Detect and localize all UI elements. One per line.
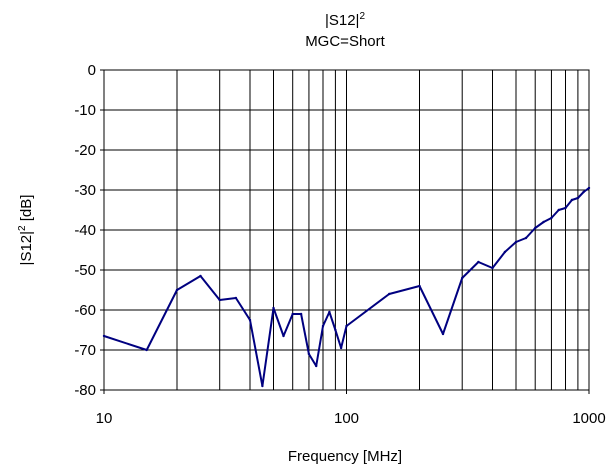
data-point (564, 206, 567, 210)
data-point (282, 334, 285, 338)
data-point (175, 288, 179, 292)
data-point (328, 310, 331, 314)
data-point (339, 346, 343, 350)
y-tick-label: -60 (74, 302, 96, 319)
data-point (524, 236, 528, 240)
x-axis-label: Frequency [MHz] (288, 448, 402, 465)
data-point (307, 352, 311, 356)
data-point (145, 348, 148, 352)
series-group (102, 186, 591, 388)
data-point (299, 312, 303, 316)
chart-subtitle: MGC=Short (305, 33, 385, 50)
x-axis-ticks: 10 100 1000 (96, 390, 606, 427)
data-point (441, 332, 445, 336)
data-point (199, 274, 202, 278)
y-tick-label: 0 (88, 62, 96, 79)
data-point (587, 186, 591, 190)
data-point (418, 284, 421, 288)
data-point (388, 292, 391, 296)
x-tick-label: 10 (96, 410, 113, 427)
y-tick-label: -20 (74, 142, 96, 159)
x-tick-label: 100 (334, 410, 359, 427)
data-point (477, 260, 480, 264)
data-point (461, 276, 464, 280)
data-point (291, 312, 294, 316)
data-point (272, 306, 275, 310)
data-point (248, 318, 252, 322)
data-point (491, 266, 494, 270)
data-point (102, 334, 106, 338)
data-point (234, 296, 238, 300)
data-point (576, 196, 580, 200)
data-point (218, 298, 221, 302)
data-point (514, 240, 518, 244)
data-point (334, 328, 337, 332)
y-tick-label: -50 (74, 262, 96, 279)
data-point (261, 384, 264, 388)
x-tick-label: 1000 (572, 410, 605, 427)
data-point (557, 208, 560, 212)
data-point (345, 324, 348, 328)
grid (103, 69, 589, 391)
data-point (315, 364, 318, 368)
data-point (534, 226, 537, 230)
y-tick-label: -10 (74, 102, 96, 119)
y-axis-label: |S12|2 [dB] (17, 195, 35, 266)
y-tick-label: -80 (74, 382, 96, 399)
data-point (550, 216, 553, 220)
data-point (321, 324, 325, 328)
data-point (503, 250, 507, 254)
y-tick-label: -70 (74, 342, 96, 359)
y-tick-label: -30 (74, 182, 96, 199)
y-tick-label: -40 (74, 222, 96, 239)
data-point (582, 190, 585, 194)
data-point (542, 220, 545, 224)
y-axis-ticks: 0 -10 -20 -30 -40 -50 -60 -70 -80 (74, 62, 104, 399)
data-point (570, 198, 574, 202)
chart-title: |S12|2 (325, 11, 365, 29)
